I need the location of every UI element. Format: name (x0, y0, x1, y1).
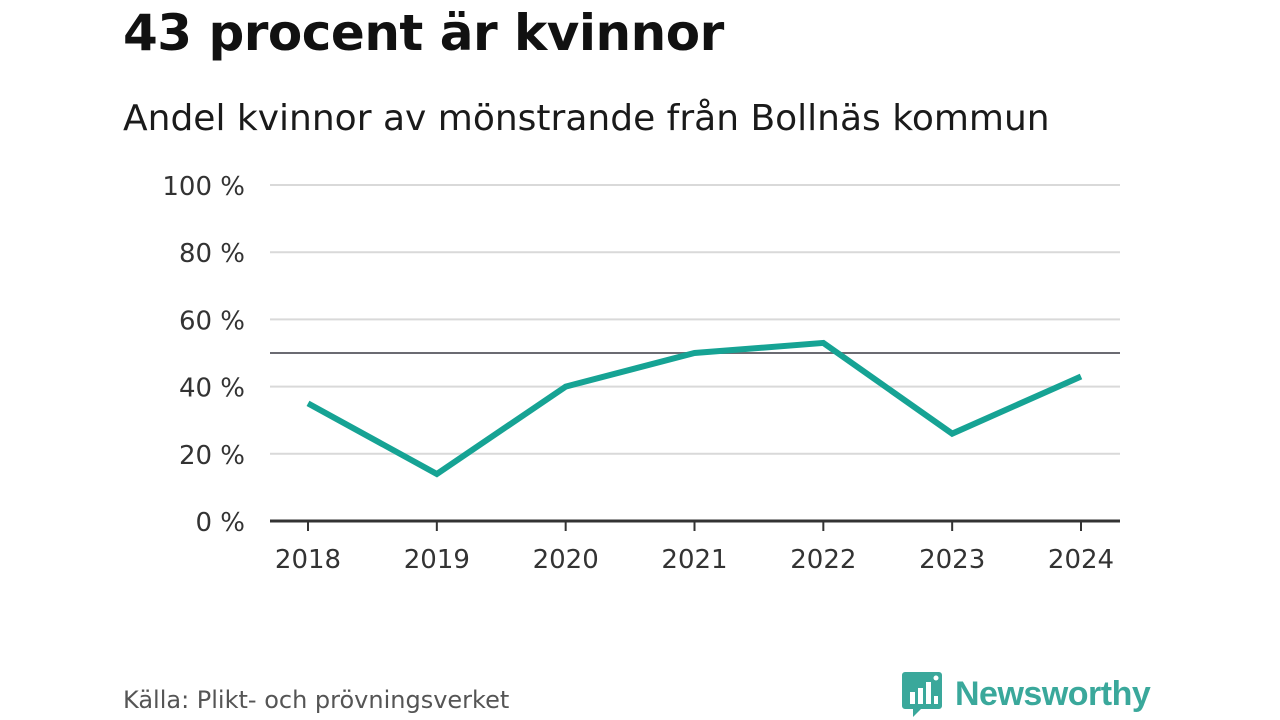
x-tick-label: 2024 (1048, 545, 1114, 575)
x-tick-label: 2018 (275, 545, 341, 575)
y-tick-label: 20 % (179, 441, 245, 471)
brand-name: Newsworthy (955, 674, 1151, 713)
source-note: Källa: Plikt- och prövningsverket (123, 686, 510, 714)
x-tick-label: 2021 (661, 545, 727, 575)
x-tick-label: 2022 (790, 545, 856, 575)
x-tick-label: 2023 (919, 545, 985, 575)
y-tick-label: 100 % (162, 172, 245, 202)
bar-chart-speech-bubble-icon (902, 672, 942, 717)
x-tick-label: 2020 (533, 545, 599, 575)
y-tick-label: 40 % (179, 374, 245, 404)
y-tick-label: 0 % (195, 508, 245, 538)
chart-title: 43 procent är kvinnor (123, 4, 724, 62)
brand-logo: Newsworthy (901, 670, 1151, 718)
chart-subtitle: Andel kvinnor av mönstrande från Bollnäs… (123, 98, 1050, 139)
y-tick-label: 60 % (179, 306, 245, 336)
x-tick-label: 2019 (404, 545, 470, 575)
y-tick-label: 80 % (179, 239, 245, 269)
